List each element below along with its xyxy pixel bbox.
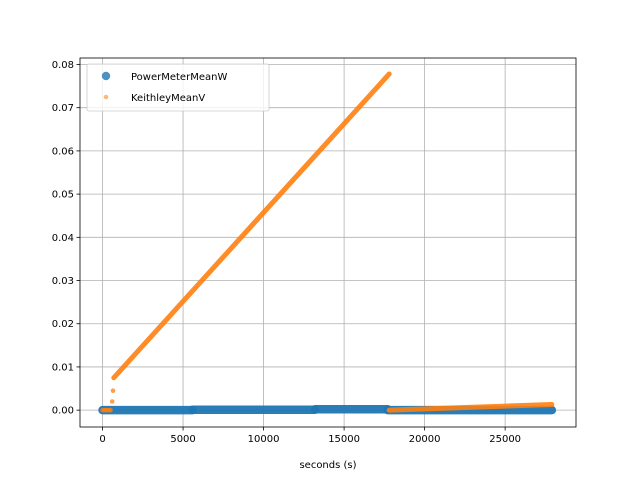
y-tick-label: 0.08 <box>52 60 74 71</box>
plot-frame <box>79 57 577 428</box>
series-keithleymeanv-band <box>386 402 555 413</box>
x-tick-label: 10000 <box>248 434 280 445</box>
y-tick-label: 0.02 <box>52 319 74 330</box>
x-axis-ticks: 0 5000 10000 15000 20000 25000 <box>99 427 521 445</box>
legend-label-keithleymeanv: KeithleyMeanV <box>131 93 205 104</box>
series-keithleymeanv-point <box>110 388 116 394</box>
series-keithleymeanv-point <box>109 399 115 404</box>
x-tick-label: 5000 <box>170 434 195 445</box>
y-tick-label: 0.05 <box>52 190 74 201</box>
x-tick-label: 0 <box>99 434 105 445</box>
y-tick-label: 0.06 <box>52 146 74 157</box>
legend-box <box>86 63 270 112</box>
legend-marker-keithleymeanv <box>103 94 109 100</box>
series-keithleymeanv-point <box>108 407 113 413</box>
y-axis-ticks: 0.00 0.01 0.02 0.03 0.04 0.05 0.06 0.07 0.08 <box>52 60 80 417</box>
x-tick-label: 25000 <box>489 434 521 445</box>
y-tick-label: 0.07 <box>52 103 74 114</box>
y-tick-label: 0.03 <box>52 276 74 287</box>
y-tick-label: 0.00 <box>52 406 74 417</box>
x-tick-label: 15000 <box>328 434 360 445</box>
legend-marker-powermetermeanw <box>101 71 111 81</box>
y-tick-label: 0.01 <box>52 362 74 373</box>
x-axis-label: seconds (s) <box>299 460 356 471</box>
legend-label-powermetermeanw: PowerMeterMeanW <box>131 72 227 83</box>
y-tick-label: 0.04 <box>52 233 74 244</box>
legend: PowerMeterMeanW KeithleyMeanV <box>86 63 270 112</box>
series-keithleymeanv-band <box>111 71 392 381</box>
x-tick-label: 20000 <box>409 434 441 445</box>
plot-series <box>98 71 557 415</box>
